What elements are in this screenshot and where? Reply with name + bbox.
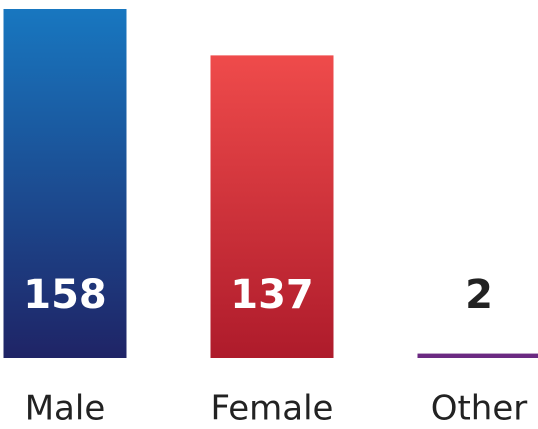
value-label: 137: [230, 272, 314, 318]
value-label: 2: [465, 272, 493, 318]
value-label: 158: [23, 272, 107, 318]
bar: [210, 55, 334, 358]
bar: [417, 353, 538, 358]
bar: [3, 9, 127, 358]
category-label: Other: [431, 389, 528, 429]
category-label: Female: [211, 389, 334, 429]
category-label: Male: [25, 389, 106, 429]
